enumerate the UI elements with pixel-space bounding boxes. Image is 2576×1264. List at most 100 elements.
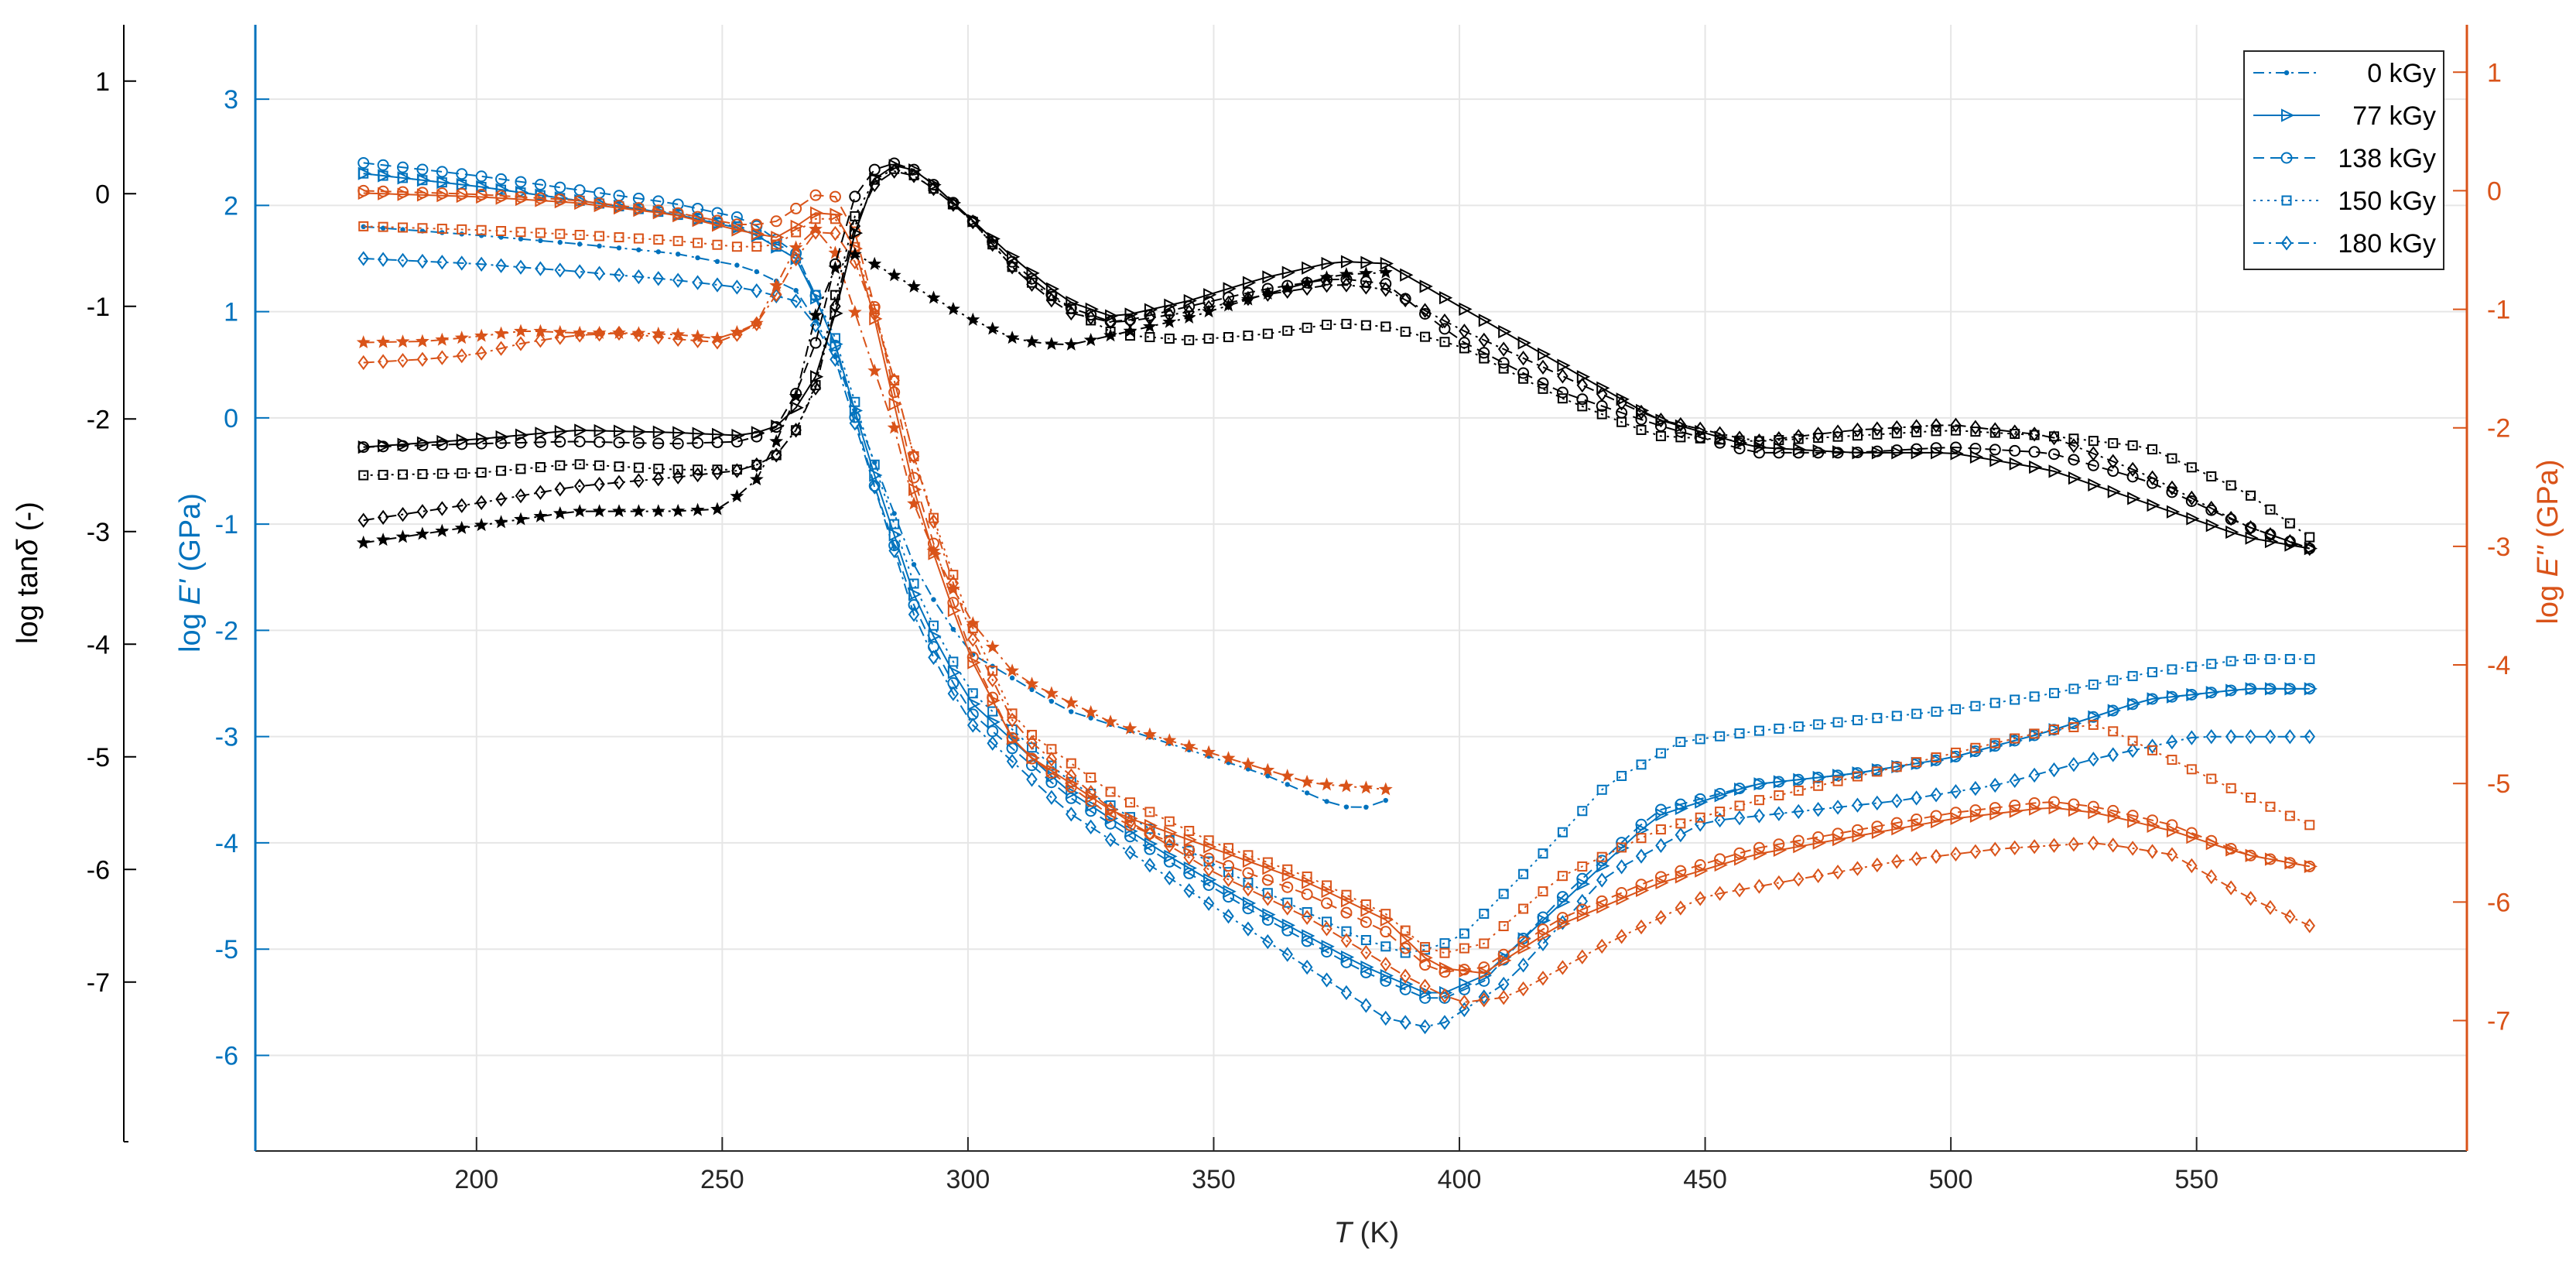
point-138-kgy-tan--58 [1497,357,1510,369]
point-180-kgy-tan--20 [751,457,763,473]
point-77-kgy-e--58 [1498,954,1512,968]
point-180-kgy-tan--77 [1871,421,1883,437]
point-138-kgy-e--90 [2126,810,2139,822]
point-180-kgy-e--29 [928,514,939,529]
series-150-kgy-e- [358,168,2315,958]
point-77-kgy-e--46 [1262,907,1276,922]
point-77-kgy-e--64 [1616,892,1630,906]
point-150-kgy-tan--43 [1203,333,1214,344]
point-180-kgy-e--63 [1596,872,1608,888]
point-150-kgy-e--30 [948,656,959,667]
point-180-kgy-e--5 [456,348,467,364]
point-180-kgy-e--40 [1144,826,1156,841]
point-180-kgy-tan--10 [554,481,566,497]
point-77-kgy-tan--91 [2147,498,2160,512]
point-180-kgy-e--54 [1419,978,1431,994]
point-138-kgy-e--94 [2205,834,2218,847]
point-180-kgy-e--80 [1930,787,1942,803]
point-77-kgy-e--40 [1144,837,1158,851]
point-180-kgy-e--1 [377,354,389,369]
point-150-kgy-e--84 [2010,694,2020,705]
e2-tick-label-1: 1 [2487,58,2502,87]
point-150-kgy-e--61 [1557,871,1568,882]
point-138-kgy-e--30 [947,597,960,609]
point-180-kgy-tan--23 [809,380,822,396]
point-0-kgy-e--22 [789,240,803,254]
point-77-kgy-e--53 [1400,932,1414,946]
point-150-kgy-e--79 [1911,757,1922,768]
point-180-kgy-tan--98 [2284,533,2296,550]
point-180-kgy-e--64 [1616,859,1627,875]
point-138-kgy-e--19 [730,218,743,231]
x-tick-label-400: 400 [1438,1165,1482,1194]
point-150-kgy-e--48 [1302,906,1312,917]
point-180-kgy-tan--70 [1733,430,1746,446]
point-150-kgy-e--26 [869,304,880,315]
point-180-kgy-e--31 [967,632,979,647]
point-180-kgy-e--57 [1478,989,1490,1005]
point-138-kgy-tan--65 [1635,413,1647,426]
point-0-kgy-tan--30 [946,302,960,316]
point-0-kgy-tan--39 [1123,324,1137,337]
point-180-kgy-e--96 [2245,890,2256,906]
point-150-kgy-e--87 [2068,721,2079,732]
point-0-kgy-tan--7 [494,515,508,529]
point-150-kgy-e--81 [1950,747,1961,758]
point-0-kgy-e--51 [1363,804,1369,810]
tan-tick-label--1: -1 [87,293,110,322]
point-150-kgy-e--93 [2186,661,2197,672]
point-77-kgy-tan--42 [1183,293,1197,308]
point-138-kgy-e--73 [1792,834,1805,847]
point-0-kgy-tan--29 [926,290,941,304]
point-77-kgy-tan--58 [1498,324,1512,339]
point-77-kgy-e--50 [1340,894,1355,908]
point-138-kgy-e--60 [1537,911,1549,923]
point-138-kgy-tan--6 [475,437,487,450]
point-138-kgy-tan--82 [1969,442,1982,454]
point-138-kgy-e--48 [1301,935,1313,947]
point-138-kgy-e--37 [1085,795,1097,807]
point-77-kgy-tan--93 [2186,512,2200,526]
point-77-kgy-tan--89 [2107,485,2121,498]
point-150-kgy-e--90 [2127,735,2138,746]
point-77-kgy-e--37 [1085,790,1099,804]
point-150-kgy-e--1 [378,170,388,181]
point-138-kgy-e--28 [908,598,920,611]
point-180-kgy-e--36 [1066,807,1077,822]
point-0-kgy-e--23 [809,221,823,235]
point-0-kgy-e--17 [695,255,700,261]
point-0-kgy-e--47 [1280,769,1295,783]
point-0-kgy-e--52 [1383,797,1388,803]
point-180-kgy-e--37 [1085,819,1096,835]
point-0-kgy-e--29 [931,597,936,602]
point-77-kgy-e--52 [1380,913,1394,927]
point-180-kgy-tan--0 [357,512,369,528]
point-180-kgy-e--31 [967,718,979,733]
point-180-kgy-tan--34 [1026,276,1038,293]
point-180-kgy-e--45 [1242,881,1254,897]
x-tick-label-250: 250 [700,1165,744,1194]
e1-axis-title: log E' (GPa) [174,493,207,653]
point-77-kgy-e--22 [790,219,804,233]
point-180-kgy-tan--49 [1321,277,1332,293]
point-138-kgy-tan--61 [1556,386,1569,399]
point-77-kgy-tan--96 [2245,531,2259,545]
point-150-kgy-tan--53 [1400,327,1411,337]
point-138-kgy-e--4 [436,187,448,200]
point-180-kgy-tan--47 [1281,283,1293,300]
point-150-kgy-e--92 [2167,664,2177,675]
point-180-kgy-e--67 [1675,827,1687,843]
series-line-0-kgy-tan- [363,253,1386,544]
point-150-kgy-tan--58 [1498,363,1509,374]
point-180-kgy-tan--86 [2048,430,2060,446]
series-line-77-kgy-tan- [363,164,2310,550]
point-180-kgy-e--14 [633,327,645,343]
point-150-kgy-e--76 [1852,714,1863,725]
point-77-kgy-tan--80 [1931,446,1945,460]
point-180-kgy-tan--91 [2147,470,2158,485]
point-180-kgy-tan--40 [1144,310,1156,326]
x-axis-title-unit: (K) [1352,1217,1399,1249]
point-138-kgy-e--59 [1517,936,1530,948]
point-180-kgy-e--52 [1380,957,1392,972]
point-180-kgy-e--89 [2107,838,2119,853]
